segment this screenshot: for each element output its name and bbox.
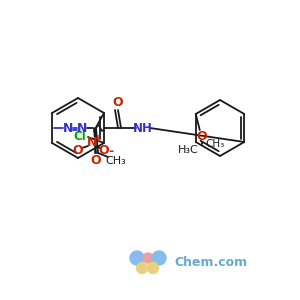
Text: H₃C: H₃C: [177, 145, 198, 155]
Text: O: O: [99, 145, 109, 158]
Circle shape: [152, 251, 166, 265]
Text: N: N: [87, 136, 97, 149]
Circle shape: [143, 253, 153, 263]
Circle shape: [148, 262, 158, 274]
Text: O: O: [91, 154, 101, 167]
Circle shape: [136, 262, 148, 274]
Text: O: O: [73, 145, 83, 158]
Circle shape: [130, 251, 144, 265]
Text: +: +: [94, 134, 102, 144]
Text: O: O: [196, 130, 207, 143]
Text: N: N: [77, 122, 87, 134]
Text: -: -: [108, 146, 113, 158]
Text: O: O: [113, 97, 123, 110]
Text: N: N: [63, 122, 73, 134]
Text: Chem.com: Chem.com: [174, 256, 247, 269]
Text: CH₃: CH₃: [205, 139, 224, 149]
Text: NH: NH: [133, 122, 153, 136]
Text: CH₃: CH₃: [106, 156, 126, 166]
Text: Cl: Cl: [74, 130, 86, 142]
